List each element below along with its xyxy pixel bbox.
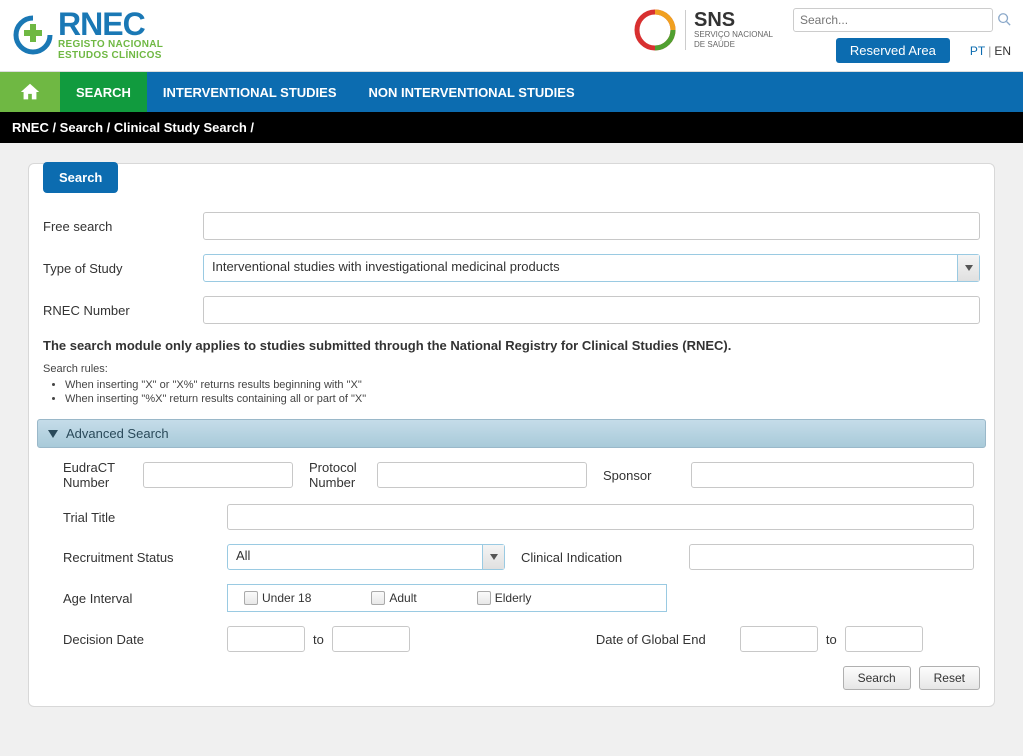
lang-sep: | [988,44,991,58]
search-rules-title: Search rules: [43,363,980,375]
checkbox-icon [244,591,258,605]
reserved-area-button[interactable]: Reserved Area [836,38,950,63]
button-row: Search Reset [29,666,994,690]
reset-button[interactable]: Reset [919,666,980,690]
free-search-row: Free search [43,212,980,240]
rnec-logo[interactable]: RNEC REGISTO NACIONAL ESTUDOS CLÍNICOS [12,10,163,61]
advanced-search-title: Advanced Search [66,426,169,441]
search-tab[interactable]: Search [43,162,118,193]
sns-logo-icon [633,8,677,52]
search-icon[interactable] [997,12,1011,29]
trial-title-input[interactable] [227,504,974,530]
lang-links: PT|EN [970,44,1011,58]
age-label: Age Interval [63,591,219,606]
chevron-down-icon [957,255,979,281]
clinical-ind-label: Clinical Indication [521,550,681,565]
chevron-down-icon [48,430,58,438]
rnec-number-input[interactable] [203,296,980,324]
type-study-row: Type of Study Interventional studies wit… [43,254,980,282]
dates-row: Decision Date to Date of Global End to [63,626,974,652]
eudract-label: EudraCT Number [63,460,135,490]
global-end-to[interactable] [845,626,923,652]
global-end-label: Date of Global End [596,632,732,647]
free-search-input[interactable] [203,212,980,240]
sns-sub1: SERVIÇO NACIONAL [694,30,773,40]
protocol-input[interactable] [377,462,587,488]
search-rules-list: When inserting "X" or "X%" returns resul… [43,379,980,405]
decision-date-to[interactable] [332,626,410,652]
age-row: Age Interval Under 18 Adult Elderly [63,584,974,612]
decision-date-label: Decision Date [63,632,219,647]
sponsor-label: Sponsor [603,468,683,483]
global-end-from[interactable] [740,626,818,652]
top-search-input[interactable] [793,8,993,32]
type-study-value: Interventional studies with investigatio… [204,255,957,281]
recruit-value: All [228,545,482,569]
rnec-logo-main: RNEC [58,10,163,39]
header-right: SNS SERVIÇO NACIONAL DE SAÚDE Reserved A… [633,8,1011,63]
chevron-down-icon [482,545,504,569]
advanced-form: EudraCT Number Protocol Number Sponsor T… [29,460,994,652]
type-study-label: Type of Study [43,261,203,276]
content-wrap: Search Free search Type of Study Interve… [0,143,1023,727]
sns-main: SNS [694,10,773,30]
checkbox-adult[interactable]: Adult [371,591,416,605]
to-label-1: to [313,632,324,647]
top-search-wrap [793,8,1011,32]
rnec-logo-sub2: ESTUDOS CLÍNICOS [58,50,163,61]
rnec-logo-text: RNEC REGISTO NACIONAL ESTUDOS CLÍNICOS [58,10,163,61]
adv-row-1: EudraCT Number Protocol Number Sponsor [63,460,974,490]
free-search-label: Free search [43,219,203,234]
checkbox-under18[interactable]: Under 18 [244,591,311,605]
rnec-number-label: RNEC Number [43,303,203,318]
lang-pt-link[interactable]: PT [970,44,985,58]
lang-en-link[interactable]: EN [994,44,1011,58]
breadcrumb: RNEC / Search / Clinical Study Search / [0,112,1023,143]
advanced-search-toggle[interactable]: Advanced Search [37,419,986,448]
sponsor-input[interactable] [691,462,974,488]
age-interval-group: Under 18 Adult Elderly [227,584,667,612]
checkbox-label: Under 18 [262,591,311,605]
search-rule-item: When inserting "%X" return results conta… [65,393,980,405]
to-label-2: to [826,632,837,647]
nav-home-button[interactable] [0,72,60,112]
nav-non-interventional[interactable]: NON INTERVENTIONAL STUDIES [353,72,591,112]
rnec-logo-icon [12,14,54,56]
sns-sub2: DE SAÚDE [694,40,773,50]
decision-date-from[interactable] [227,626,305,652]
logo-area: RNEC REGISTO NACIONAL ESTUDOS CLÍNICOS [12,10,163,61]
main-nav: SEARCH INTERVENTIONAL STUDIES NON INTERV… [0,72,1023,112]
checkbox-icon [477,591,491,605]
checkbox-icon [371,591,385,605]
recruit-label: Recruitment Status [63,550,219,565]
rnec-number-row: RNEC Number [43,296,980,324]
checkbox-label: Elderly [495,591,532,605]
type-study-select[interactable]: Interventional studies with investigatio… [203,254,980,282]
nav-interventional[interactable]: INTERVENTIONAL STUDIES [147,72,353,112]
clinical-ind-input[interactable] [689,544,974,570]
recruit-row: Recruitment Status All Clinical Indicati… [63,544,974,570]
search-rules: Search rules: When inserting "X" or "X%"… [29,363,994,419]
sns-text-block: SNS SERVIÇO NACIONAL DE SAÚDE [685,10,773,49]
search-panel: Search Free search Type of Study Interve… [28,163,995,707]
sns-logo[interactable]: SNS SERVIÇO NACIONAL DE SAÚDE [633,8,773,52]
search-rule-item: When inserting "X" or "X%" returns resul… [65,379,980,391]
checkbox-elderly[interactable]: Elderly [477,591,532,605]
rnec-logo-sub1: REGISTO NACIONAL [58,39,163,50]
reserved-lang-row: Reserved Area PT|EN [836,38,1011,63]
trial-title-row: Trial Title [63,504,974,530]
search-button[interactable]: Search [843,666,911,690]
search-note: The search module only applies to studie… [29,338,994,353]
nav-search[interactable]: SEARCH [60,72,147,112]
recruit-select[interactable]: All [227,544,505,570]
search-lang-area: Reserved Area PT|EN [793,8,1011,63]
trial-title-label: Trial Title [63,510,219,525]
eudract-input[interactable] [143,462,293,488]
checkbox-label: Adult [389,591,416,605]
form-body: Free search Type of Study Interventional… [29,194,994,324]
protocol-label: Protocol Number [309,460,369,490]
header-top: RNEC REGISTO NACIONAL ESTUDOS CLÍNICOS S… [0,0,1023,72]
